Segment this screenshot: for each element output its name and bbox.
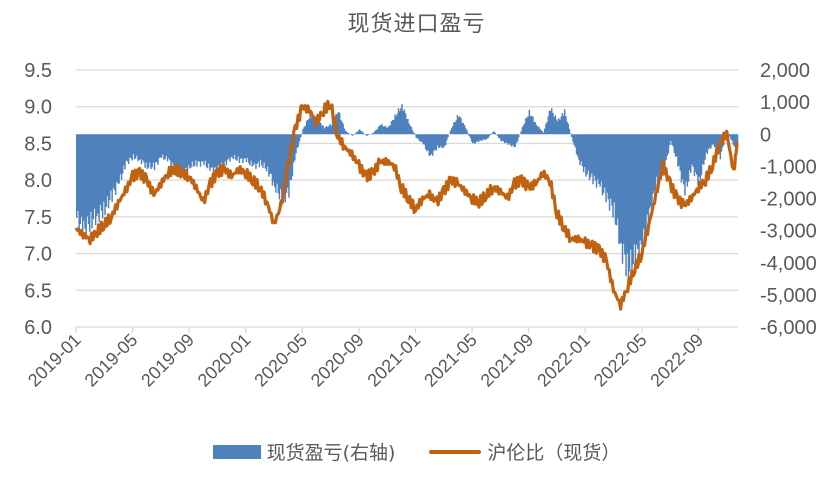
x-tick-label: 2020-01 xyxy=(194,330,255,391)
y-left-tick-label: 7.0 xyxy=(24,244,52,266)
y-right-tick-label: -4,000 xyxy=(760,253,817,275)
y-right-tick-label: -3,000 xyxy=(760,221,817,243)
x-tick-label: 2022-05 xyxy=(590,330,651,391)
x-tick-label: 2019-09 xyxy=(137,330,198,391)
x-tick-label: 2021-01 xyxy=(363,330,424,391)
legend-label-ratio: 沪伦比（现货） xyxy=(487,442,621,464)
x-tick-label: 2020-05 xyxy=(250,330,311,391)
bar-series-spot-profit xyxy=(76,104,739,281)
y-right-tick-label: -2,000 xyxy=(760,189,817,211)
x-tick-label: 2019-05 xyxy=(81,330,142,391)
y-axis-right: 2,000 1,000 0 -1,000 -2,000 -3,000 -4,000 -5,00… xyxy=(760,60,817,339)
y-right-tick-label: -5,000 xyxy=(760,285,817,307)
line-series-shfe-lme-ratio xyxy=(74,99,739,311)
y-left-tick-label: 7.5 xyxy=(24,207,52,229)
x-tick-label: 2022-09 xyxy=(646,330,707,391)
y-left-tick-label: 9.5 xyxy=(24,60,52,82)
legend: 现货盈亏(右轴) 沪伦比（现货） xyxy=(0,438,833,465)
y-left-tick-label: 9.0 xyxy=(24,97,52,119)
legend-item-ratio: 沪伦比（现货） xyxy=(429,438,620,465)
y-right-tick-label: -6,000 xyxy=(760,317,817,339)
legend-swatch-line-icon xyxy=(429,449,482,454)
y-right-tick-label: -1,000 xyxy=(760,156,817,178)
legend-item-spot-profit: 现货盈亏(右轴) xyxy=(212,438,396,465)
y-axis-left: 9.5 9.0 8.5 8.0 7.5 7.0 6.5 6.0 xyxy=(24,60,52,339)
x-tick-label: 2020-09 xyxy=(307,330,368,391)
x-tick-label: 2022-01 xyxy=(533,330,594,391)
y-right-tick-label: 0 xyxy=(760,124,771,146)
y-left-tick-label: 6.0 xyxy=(24,317,52,339)
y-right-tick-label: 1,000 xyxy=(760,92,810,114)
x-axis: 2019-012019-052019-092020-012020-052020-… xyxy=(24,326,738,391)
legend-swatch-bar-icon xyxy=(212,444,261,459)
x-tick-label: 2021-09 xyxy=(477,330,538,391)
legend-label-spot-profit: 现货盈亏(右轴) xyxy=(266,442,396,464)
x-tick-label: 2021-05 xyxy=(420,330,481,391)
y-left-tick-label: 6.5 xyxy=(24,280,52,302)
chart-canvas: 9.5 9.0 8.5 8.0 7.5 7.0 6.5 6.0 2,000 1,000 0 -1,0… xyxy=(24,60,817,391)
y-left-tick-label: 8.5 xyxy=(24,133,52,155)
y-left-tick-label: 8.0 xyxy=(24,170,52,192)
chart-title: 现货进口盈亏 xyxy=(347,12,486,37)
y-right-tick-label: 2,000 xyxy=(760,60,810,82)
